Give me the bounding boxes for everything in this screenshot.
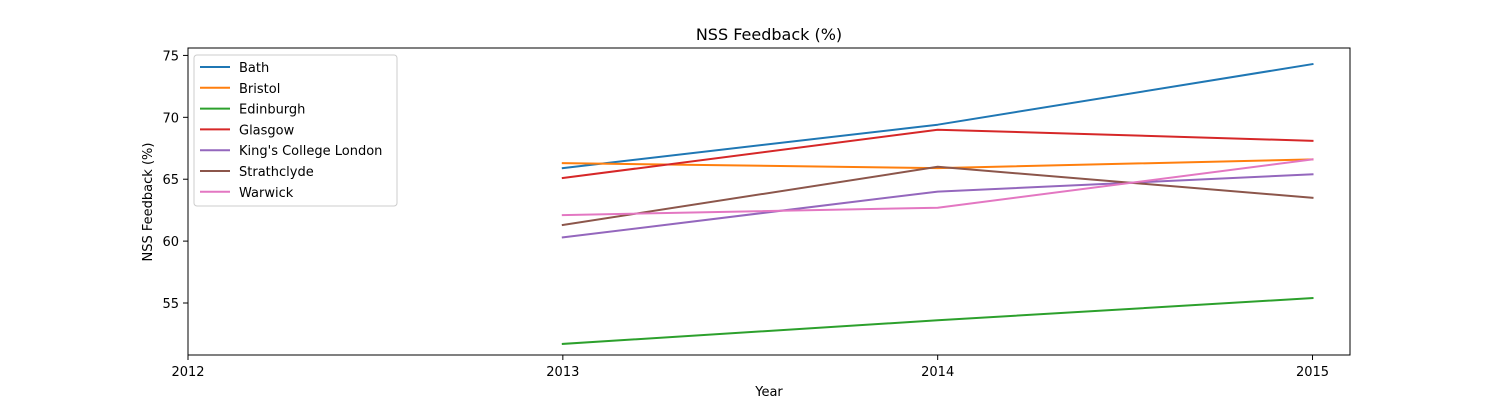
legend-label: Bath: [239, 61, 269, 76]
series-line-edinburgh: [561, 297, 1314, 345]
legend-label: Strathclyde: [239, 165, 314, 180]
legend-box: [193, 54, 398, 207]
series-line-strathclyde: [561, 165, 1314, 227]
x-tick-label: 2012: [171, 365, 204, 380]
y-tick-label: 55: [162, 297, 179, 312]
y-axis-ticks: 55 60 65 70 75: [162, 49, 188, 312]
legend: Bath Bristol Edinburgh Glasgow King's Colleg…: [193, 54, 398, 207]
plot-lines: [561, 62, 1314, 345]
series-line-bath: [561, 62, 1314, 170]
series-line-king-s-college-london: [561, 173, 1314, 239]
x-tick-label: 2013: [546, 365, 579, 380]
y-tick-label: 75: [162, 49, 179, 64]
x-axis-label: Year: [754, 385, 783, 400]
y-tick-label: 70: [162, 111, 179, 126]
x-tick-label: 2014: [921, 365, 954, 380]
x-tick-label: 2015: [1296, 365, 1329, 380]
series-line-bristol: [561, 158, 1314, 170]
plot-frame: [187, 47, 1351, 356]
y-tick-label: 65: [162, 173, 179, 188]
legend-label: Bristol: [239, 82, 280, 97]
x-axis-ticks: 2012 2013 2014 2015: [171, 355, 1329, 380]
series-line-warwick: [561, 158, 1314, 217]
series-line-glasgow: [561, 128, 1314, 180]
legend-label: Edinburgh: [239, 103, 305, 118]
legend-label: Glasgow: [239, 123, 295, 138]
legend-label: Warwick: [239, 186, 294, 201]
y-tick-label: 60: [162, 235, 179, 250]
y-axis-label: NSS Feedback (%): [141, 143, 156, 262]
chart-title: NSS Feedback (%): [696, 25, 842, 44]
legend-label: King's College London: [239, 144, 382, 159]
